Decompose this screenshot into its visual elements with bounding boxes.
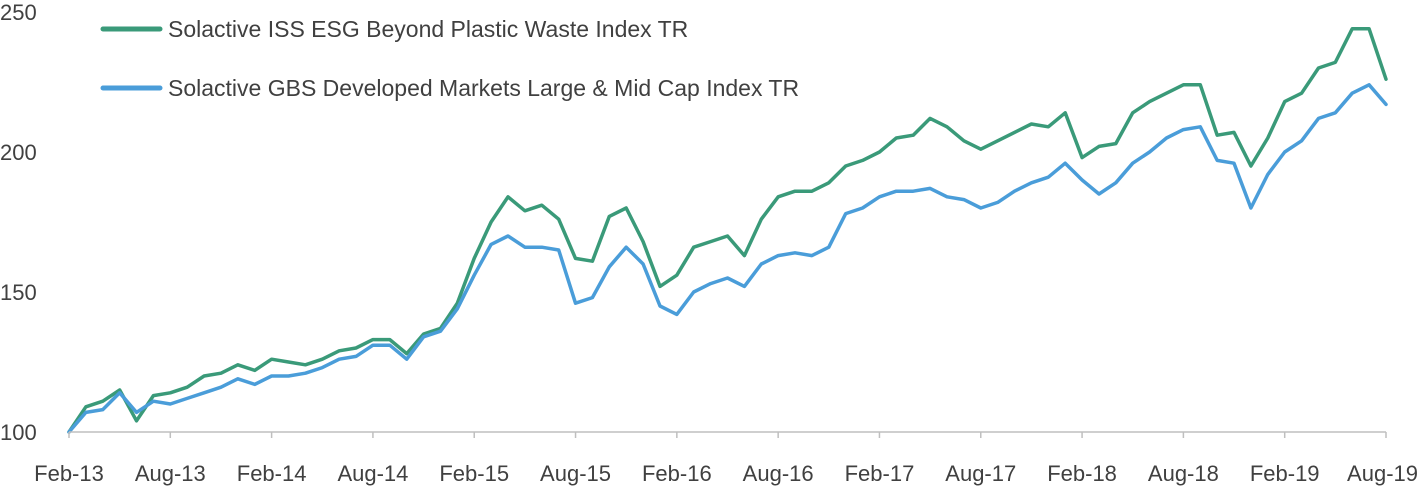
x-tick-label: Feb-18 xyxy=(1047,461,1117,486)
y-tick-label: 150 xyxy=(0,280,37,305)
x-tick-label: Aug-16 xyxy=(743,461,814,486)
x-tick-label: Feb-13 xyxy=(34,461,104,486)
x-tick-label: Aug-17 xyxy=(945,461,1016,486)
x-tick-label: Feb-15 xyxy=(439,461,509,486)
x-tick-label: Feb-16 xyxy=(642,461,712,486)
y-axis-ticks: 100 150 200 250 xyxy=(0,0,37,445)
y-tick-label: 100 xyxy=(0,420,37,445)
x-tick-label: Aug-14 xyxy=(337,461,408,486)
legend-label-2: Solactive GBS Developed Markets Large & … xyxy=(168,75,799,101)
series-line-2 xyxy=(67,83,1388,434)
series-lines xyxy=(67,27,1388,434)
x-tick-label: Feb-17 xyxy=(845,461,915,486)
x-tick-label: Aug-15 xyxy=(540,461,611,486)
legend-label-1: Solactive ISS ESG Beyond Plastic Waste I… xyxy=(168,16,688,42)
series-line-1 xyxy=(67,27,1388,434)
x-tick-label: Aug-13 xyxy=(135,461,206,486)
x-axis-ticks: Feb-13 Aug-13 Feb-14 Aug-14 Feb-15 Aug-15 Feb-… xyxy=(34,432,1418,486)
y-tick-label: 200 xyxy=(0,140,37,165)
x-tick-label: Feb-19 xyxy=(1250,461,1320,486)
x-tick-label: Aug-18 xyxy=(1148,461,1219,486)
legend: Solactive ISS ESG Beyond Plastic Waste I… xyxy=(100,16,799,101)
x-tick-label: Aug-19 xyxy=(1347,461,1418,486)
x-tick-label: Feb-14 xyxy=(237,461,307,486)
y-tick-label: 250 xyxy=(0,0,37,25)
